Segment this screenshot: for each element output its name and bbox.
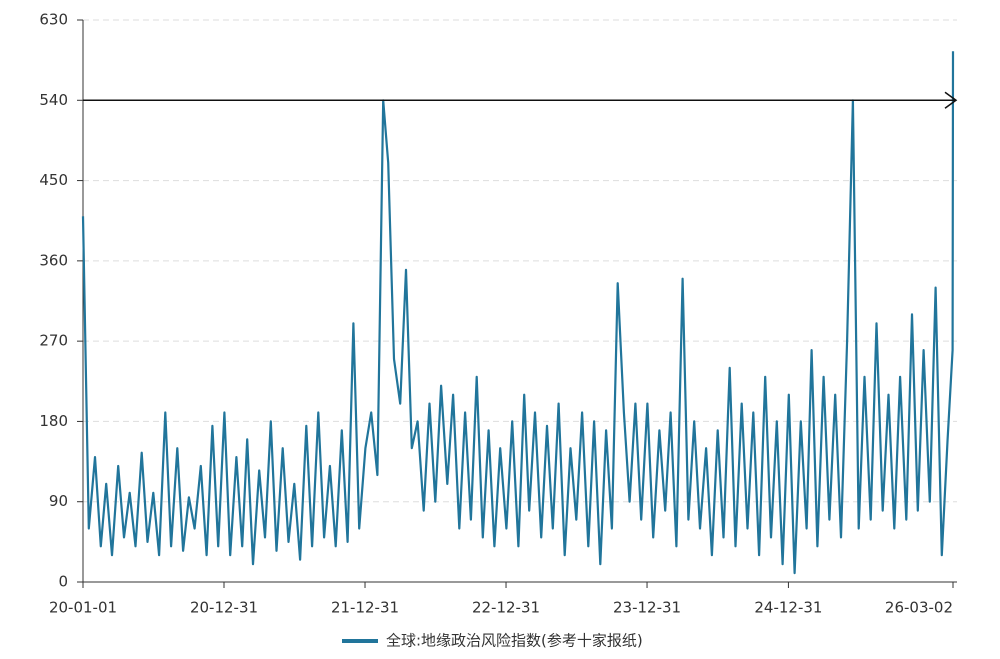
y-tick-label: 180 bbox=[39, 412, 68, 430]
reference-arrow bbox=[944, 91, 958, 109]
y-tick-label: 630 bbox=[39, 11, 68, 29]
data-line bbox=[81, 51, 955, 575]
legend-label: 全球:地缘政治风险指数(参考十家报纸) bbox=[386, 632, 643, 650]
x-tick-label: 22-12-31 bbox=[472, 599, 540, 617]
x-tick-label: 20-01-01 bbox=[49, 599, 117, 617]
y-tick-label: 0 bbox=[58, 573, 68, 591]
x-tick-label: 24-12-31 bbox=[754, 599, 822, 617]
x-tick-label: 23-12-31 bbox=[613, 599, 681, 617]
x-tick-label: 21-12-31 bbox=[331, 599, 399, 617]
y-tick-label: 90 bbox=[49, 492, 68, 510]
x-tick-label: 20-12-31 bbox=[190, 599, 258, 617]
x-tick-label: 26-03-02 bbox=[885, 599, 953, 617]
y-tick-label: 540 bbox=[39, 91, 68, 109]
y-tick-label: 270 bbox=[39, 332, 68, 350]
y-tick-label: 450 bbox=[39, 171, 68, 189]
y-tick-label: 360 bbox=[39, 251, 68, 269]
